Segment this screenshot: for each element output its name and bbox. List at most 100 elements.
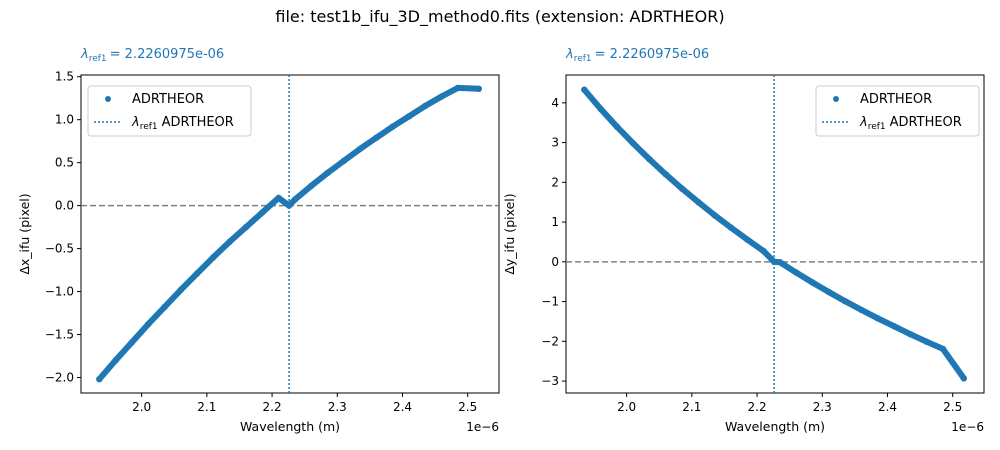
x-tick-label: 2.5 [943, 400, 962, 414]
x-tick-label: 2.3 [813, 400, 832, 414]
y-tick-label: 2 [551, 175, 559, 189]
y-tick-label: −1.5 [45, 328, 74, 342]
data-point [597, 105, 604, 113]
right-panel: 2.0 2.1 2.2 2.3 2.4 2.5 −3 −2 −1 0 1 2 3 4 Wavelength … [502, 47, 985, 434]
legend-marker-icon [105, 96, 111, 102]
data-point [285, 202, 293, 209]
data-point [809, 279, 816, 286]
y-tick-label: 1 [551, 215, 559, 229]
y-axis-label: Δx_ifu (pixel) [17, 193, 32, 274]
annotation-symbol: λ [565, 47, 574, 62]
legend-suffix: ADRTHEOR [890, 115, 962, 130]
y-tick-label: 0.0 [55, 199, 74, 213]
legend-entry-reference: λref1 ADRTHEOR [131, 115, 234, 132]
data-point [662, 171, 669, 178]
y-tick-label: 1.5 [55, 70, 74, 84]
data-point [711, 212, 718, 219]
data-point [373, 134, 380, 141]
legend-entry-reference: λref1 ADRTHEOR [859, 115, 962, 132]
legend: ADRTHEOR λref1 ADRTHEOR [87, 85, 252, 137]
annotation-subscript: ref1 [89, 54, 107, 64]
data-point [744, 236, 751, 243]
data-point [177, 286, 184, 294]
data-point [727, 224, 735, 231]
x-tick-label: 2.3 [328, 400, 347, 414]
data-point [275, 194, 282, 202]
data-point [291, 196, 299, 203]
y-tick-label: 1.0 [55, 113, 74, 127]
legend-symbol: λ [859, 115, 868, 130]
data-point [324, 169, 331, 177]
data-point [96, 376, 103, 383]
data-point [475, 85, 482, 93]
data-point [405, 113, 413, 120]
x-tick-label: 2.0 [132, 400, 151, 414]
legend-subscript: ref1 [868, 122, 886, 132]
legend-entry-series: ADRTHEOR [860, 92, 932, 107]
data-point [112, 357, 119, 364]
reference-wavelength-annotation: λref1 = 2.2260975e-06 [80, 47, 224, 64]
data-point [210, 254, 217, 261]
data-point [340, 157, 347, 165]
x-offset-text: 1e−6 [466, 420, 499, 434]
y-tick-label: −0.5 [45, 242, 74, 256]
data-point [890, 323, 898, 330]
data-point [695, 199, 702, 206]
data-point [770, 258, 778, 265]
x-tick-label: 2.4 [878, 400, 897, 414]
data-point [907, 331, 914, 338]
data-point [581, 86, 588, 93]
x-tick-label: 2.2 [748, 400, 767, 414]
y-tick-label: 4 [551, 96, 559, 110]
data-point [678, 185, 686, 192]
data-point [161, 303, 168, 311]
data-point [630, 140, 637, 147]
reference-wavelength-annotation: λref1 = 2.2260975e-06 [565, 47, 709, 64]
data-point [646, 156, 653, 163]
data-point [454, 84, 462, 92]
data-point [760, 247, 767, 255]
data-point [356, 145, 364, 153]
x-tick-label: 2.0 [617, 400, 636, 414]
left-panel: 2.0 2.1 2.2 2.3 2.4 2.5 −2.0 −1.5 −1.0 −0.5 0.0 0.5… [17, 47, 500, 434]
legend-box [815, 85, 980, 137]
data-point [960, 375, 967, 382]
data-point [841, 298, 849, 305]
x-tick-label: 2.1 [197, 400, 216, 414]
y-tick-label: −3 [541, 374, 559, 388]
data-point [145, 321, 152, 328]
x-axis-label: Wavelength (m) [240, 419, 340, 434]
data-point [825, 288, 832, 296]
y-tick-label: 0.5 [55, 156, 74, 170]
data-point [259, 209, 266, 216]
y-tick-label: 3 [551, 136, 559, 150]
data-point [613, 123, 621, 130]
legend-entry-series: ADRTHEOR [132, 92, 204, 107]
legend-suffix: ADRTHEOR [162, 115, 234, 130]
legend: ADRTHEOR λref1 ADRTHEOR [815, 85, 980, 137]
data-point [389, 123, 396, 130]
x-tick-label: 2.1 [682, 400, 701, 414]
annotation-value: = 2.2260975e-06 [110, 47, 225, 62]
data-point [923, 338, 930, 345]
data-point [308, 182, 315, 190]
legend-marker-icon [833, 96, 839, 102]
x-tick-label: 2.5 [458, 400, 477, 414]
y-axis-label: Δy_ifu (pixel) [502, 193, 517, 274]
y-tick-label: −2 [541, 334, 559, 348]
x-tick-label: 2.4 [393, 400, 412, 414]
data-point [874, 315, 881, 322]
annotation-symbol: λ [80, 47, 89, 62]
legend-symbol: λ [131, 115, 140, 130]
axes-frame [80, 74, 500, 394]
data-point [193, 270, 201, 277]
data-point [939, 345, 947, 353]
y-tick-label: −1.0 [45, 285, 74, 299]
x-offset-text: 1e−6 [951, 420, 984, 434]
data-point [242, 223, 250, 231]
y-tick-label: 0 [551, 255, 559, 269]
data-point [422, 102, 429, 110]
legend-subscript: ref1 [140, 122, 158, 132]
legend-box [87, 85, 252, 137]
